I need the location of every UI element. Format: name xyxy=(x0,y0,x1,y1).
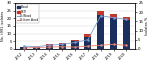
Bar xyxy=(33,47,40,49)
Bar xyxy=(46,46,53,49)
Bar xyxy=(59,44,66,49)
Bar xyxy=(110,18,117,49)
Y-axis label: Isolates %: Isolates % xyxy=(145,17,149,35)
Bar xyxy=(84,34,91,37)
Bar xyxy=(123,20,130,49)
Bar xyxy=(97,11,104,15)
Bar xyxy=(84,37,91,49)
Bar xyxy=(71,40,79,41)
Bar xyxy=(123,17,130,20)
Bar xyxy=(71,41,79,49)
Bar xyxy=(46,44,53,46)
Legend: Blood, SSTI, % Blood, % from blood: Blood, SSTI, % Blood, % from blood xyxy=(16,4,39,23)
Bar xyxy=(20,47,27,49)
Y-axis label: No. t991 isolates: No. t991 isolates xyxy=(1,11,5,41)
Bar xyxy=(97,15,104,49)
Bar xyxy=(59,43,66,44)
Bar xyxy=(110,14,117,18)
